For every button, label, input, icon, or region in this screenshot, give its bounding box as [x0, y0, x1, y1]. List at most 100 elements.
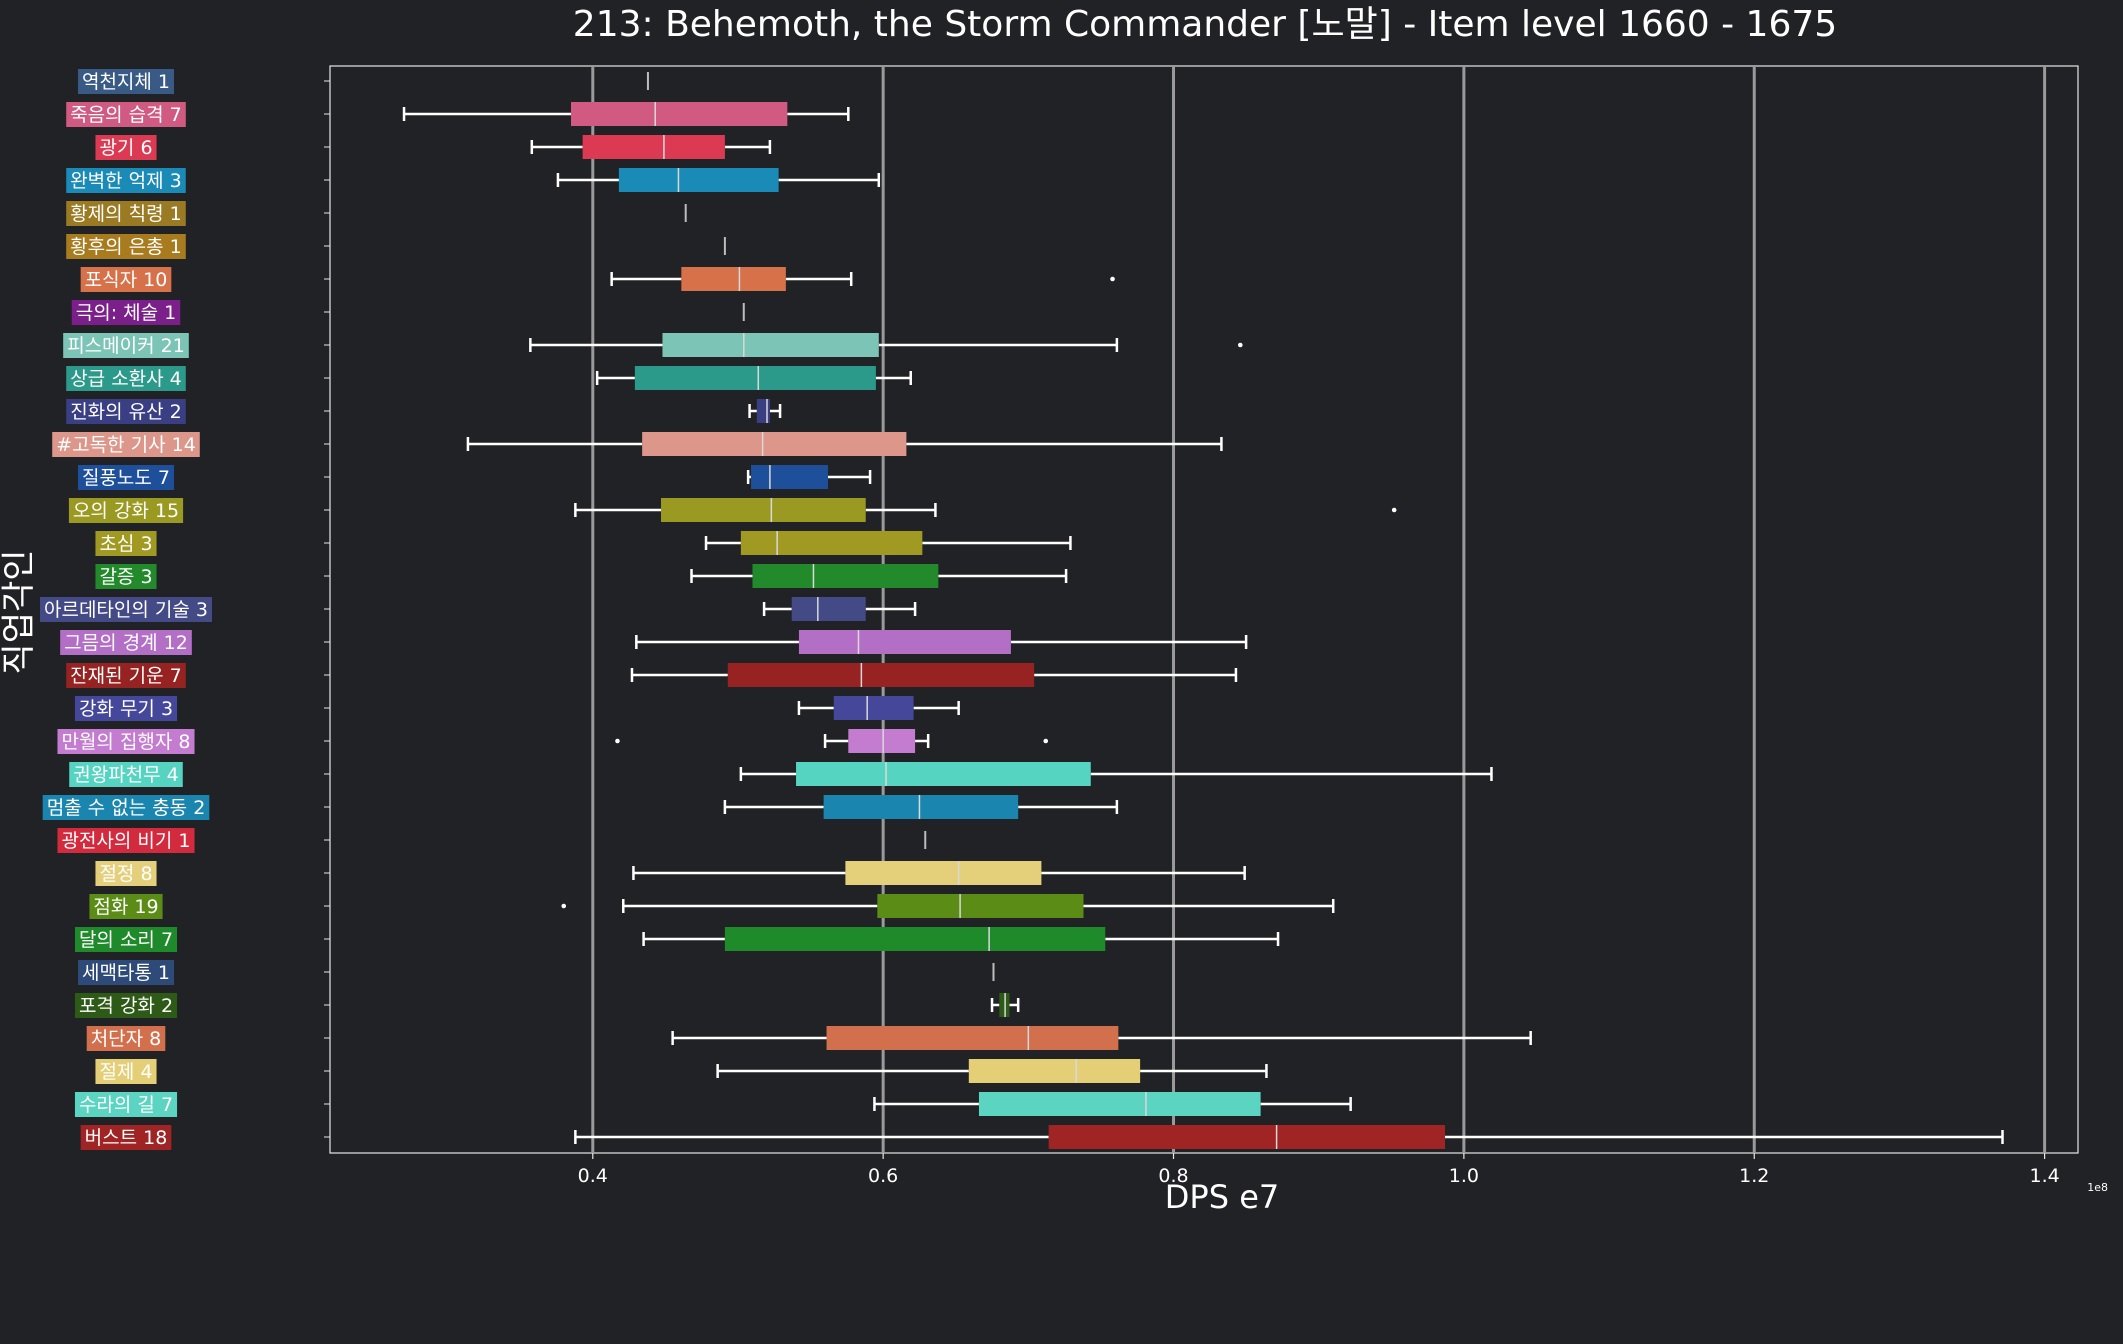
category-label: 절정 8	[95, 861, 157, 886]
outlier-point	[561, 903, 567, 909]
category-label-text: 광전사의 비기 1	[61, 830, 190, 852]
x-tick-label: 1.0	[1449, 1165, 1479, 1187]
box-item	[610, 267, 1115, 291]
box-iqr	[798, 630, 1011, 654]
category-label: 버스트 18	[80, 1125, 172, 1150]
category-label-bg	[57, 828, 195, 853]
category-label-bg	[66, 663, 186, 688]
category-label: 잔재된 기운 7	[66, 663, 186, 688]
box-item	[990, 993, 1020, 1017]
category-label-text: 진화의 유산 2	[70, 401, 182, 423]
box-iqr	[681, 267, 786, 291]
box-iqr	[724, 927, 1106, 951]
box-iqr	[978, 1092, 1261, 1116]
category-label-bg	[66, 366, 186, 391]
category-label-bg	[77, 69, 175, 94]
category-label-text: 초심 3	[99, 533, 152, 555]
category-label: 권왕파천무 4	[69, 762, 183, 787]
x-axis-scale-note: 1e8	[2087, 1181, 2108, 1194]
category-label-bg	[74, 696, 178, 721]
category-label-text: 그믐의 경계 12	[64, 632, 188, 654]
box-iqr	[833, 696, 914, 720]
box-item	[530, 135, 772, 159]
outlier-point	[1391, 507, 1397, 513]
category-label: 아르데타인의 기술 3	[39, 597, 213, 622]
category-label-text: 절제 4	[99, 1061, 152, 1083]
box-iqr	[661, 498, 866, 522]
category-label: 강화 무기 3	[74, 696, 178, 721]
box-item	[746, 465, 872, 489]
category-label: 진화의 유산 2	[66, 399, 186, 424]
category-label-text: 달의 소리 7	[79, 929, 173, 951]
category-label-bg	[95, 564, 157, 589]
category-label-text: 피스메이커 21	[67, 335, 185, 357]
category-label: 광전사의 비기 1	[57, 828, 195, 853]
category-label: 갈증 3	[95, 564, 157, 589]
category-label-bg	[71, 300, 181, 325]
category-label-bg	[57, 729, 195, 754]
chart-title: 213: Behemoth, the Storm Commander [노말] …	[573, 4, 1837, 45]
category-label: 만월의 집행자 8	[57, 729, 195, 754]
category-label-text: 질풍노도 7	[82, 467, 170, 489]
box-item	[466, 432, 1223, 456]
box-item	[529, 333, 1243, 357]
box-iqr	[727, 663, 1035, 687]
box-iqr	[823, 795, 1019, 819]
category-label-bg	[74, 993, 178, 1018]
category-label: 완벽한 억제 3	[66, 168, 186, 193]
category-label: 상급 소환사 4	[66, 366, 186, 391]
outlier-point	[1043, 738, 1049, 744]
category-label-text: 만월의 집행자 8	[61, 731, 190, 753]
y-axis-ticks: 역천지체 1 죽음의 습격 7 광기 6 완벽한 억제 3 황제의 칙령 1 황후의 은총…	[39, 69, 330, 1150]
category-label-bg	[66, 234, 186, 259]
category-label-bg	[95, 135, 157, 160]
category-label: 극의: 체술 1	[71, 300, 181, 325]
category-label-text: 포격 강화 2	[79, 995, 173, 1017]
category-label-bg	[69, 762, 183, 787]
x-tick-label: 1.2	[1739, 1165, 1769, 1187]
category-label-text: 잔재된 기운 7	[70, 665, 182, 687]
box-item	[642, 927, 1280, 951]
box-item	[762, 597, 917, 621]
category-label: 황후의 은총 1	[66, 234, 186, 259]
category-label: 수라의 길 7	[74, 1092, 178, 1117]
box-item	[671, 1026, 1532, 1050]
category-label-text: 버스트 18	[85, 1127, 168, 1149]
category-label-bg	[60, 630, 192, 655]
category-label-bg	[80, 1125, 172, 1150]
box-item	[704, 531, 1072, 555]
box-iqr	[1048, 1125, 1446, 1149]
category-label: 포격 강화 2	[74, 993, 178, 1018]
category-label: 질풍노도 7	[77, 465, 175, 490]
category-label: 죽음의 습격 7	[66, 102, 186, 127]
outlier-point	[615, 738, 620, 744]
box-iqr	[968, 1059, 1141, 1083]
category-label-bg	[66, 399, 186, 424]
box-item	[630, 663, 1238, 687]
box-item	[561, 894, 1335, 918]
category-label-text: 세맥타통 1	[82, 962, 170, 984]
box-item	[873, 1092, 1352, 1116]
category-label: 절제 4	[95, 1059, 157, 1084]
category-label-bg	[52, 432, 200, 457]
category-label-text: #고독한 기사 14	[56, 434, 196, 456]
box-iqr	[796, 762, 1091, 786]
category-label-text: 점화 19	[93, 896, 158, 918]
box-item	[797, 696, 960, 720]
box-item	[690, 564, 1068, 588]
x-tick-label: 0.4	[578, 1165, 608, 1187]
category-label-text: 완벽한 억제 3	[70, 170, 182, 192]
category-label: 초심 3	[95, 531, 157, 556]
category-label: 세맥타통 1	[77, 960, 175, 985]
category-label-bg	[80, 267, 172, 292]
category-label: 달의 소리 7	[74, 927, 178, 952]
x-tick-label: 0.6	[868, 1165, 898, 1187]
category-label-text: 멈출 수 없는 충동 2	[47, 797, 206, 819]
category-label: 그믐의 경계 12	[60, 630, 192, 655]
box-item	[632, 861, 1246, 885]
category-label: 피스메이커 21	[63, 333, 189, 358]
category-label-text: 절정 8	[99, 863, 152, 885]
category-label: #고독한 기사 14	[52, 432, 200, 457]
y-axis-label: 직업각인	[0, 549, 39, 674]
